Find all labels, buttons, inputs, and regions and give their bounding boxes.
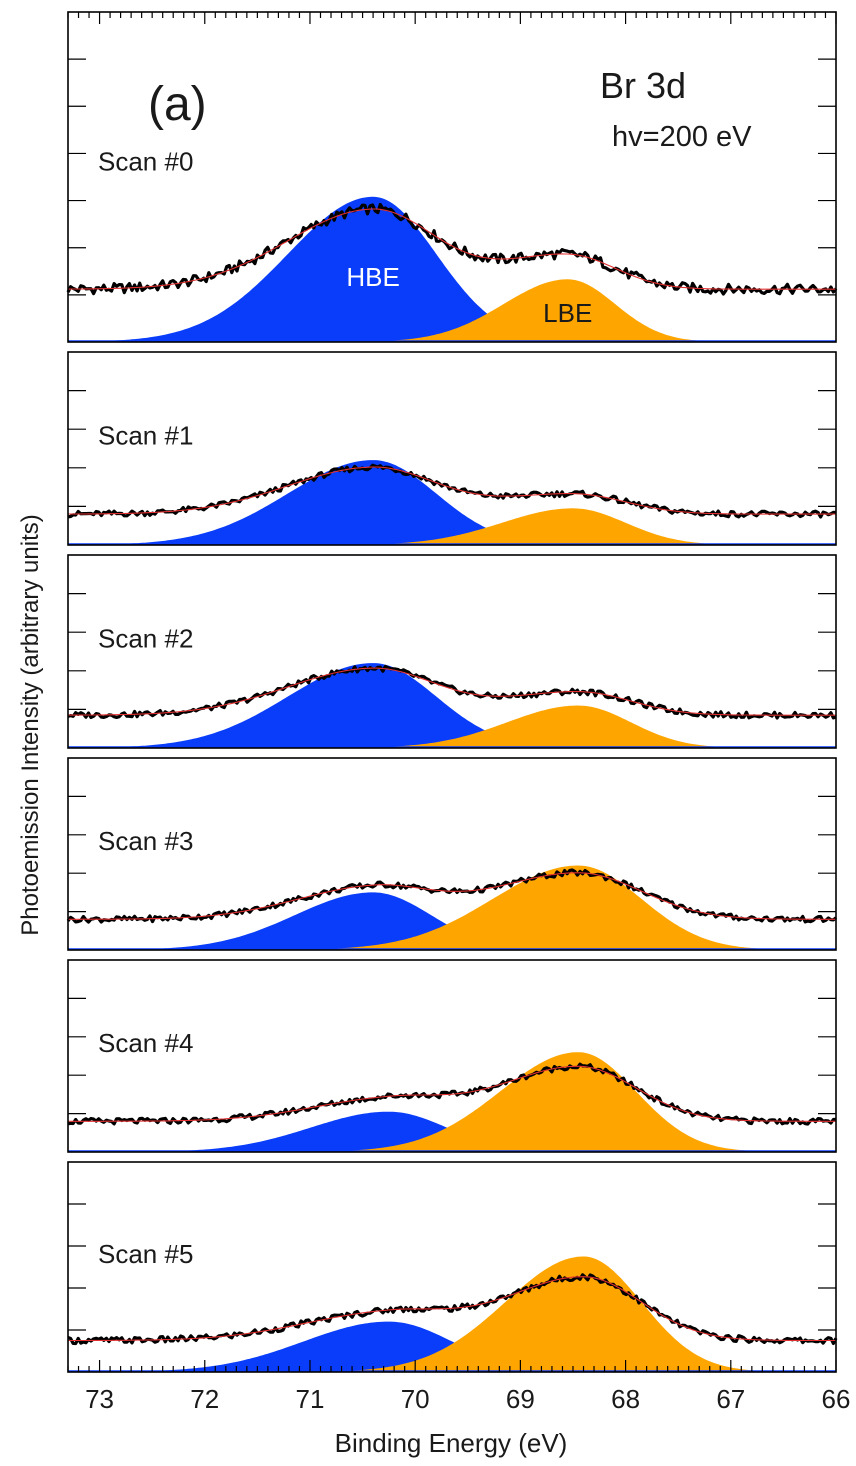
x-tick-label: 71 xyxy=(296,1384,325,1414)
panel-frame xyxy=(67,757,837,951)
x-axis-label: Binding Energy (eV) xyxy=(335,1428,568,1458)
scan-panel: Scan #3 xyxy=(66,757,838,951)
panel-frame xyxy=(67,11,837,343)
measured-spectrum xyxy=(66,202,838,296)
panel-label: (a) xyxy=(148,78,207,131)
measured-spectrum xyxy=(66,868,838,924)
x-tick-label: 68 xyxy=(611,1384,640,1414)
panel-frame xyxy=(67,351,837,546)
panel-frame xyxy=(67,959,837,1153)
measured-spectrum xyxy=(67,1273,838,1346)
fit-curve xyxy=(68,208,836,290)
fit-curve xyxy=(68,667,836,716)
scan-label: Scan #4 xyxy=(98,1028,193,1058)
hbe-label: HBE xyxy=(346,262,399,292)
x-tick-label: 67 xyxy=(716,1384,745,1414)
x-tick-label: 73 xyxy=(85,1384,114,1414)
scan-label: Scan #0 xyxy=(98,146,193,176)
scan-panel: Scan #2 xyxy=(67,554,837,749)
lbe-label: LBE xyxy=(543,298,592,328)
scan-label: Scan #1 xyxy=(98,421,193,451)
lbe-component xyxy=(68,865,836,950)
chart-title: Br 3d xyxy=(600,65,686,106)
hbe-component xyxy=(68,663,836,748)
fit-curve xyxy=(68,872,836,920)
fit-curve xyxy=(68,466,836,515)
measured-spectrum xyxy=(67,664,837,720)
scan-label: Scan #5 xyxy=(98,1239,193,1269)
hbe-component xyxy=(68,460,836,545)
hbe-component xyxy=(68,892,836,950)
hbe-component xyxy=(68,196,836,342)
measured-spectrum xyxy=(67,1062,837,1126)
lbe-component xyxy=(68,508,836,545)
scan-panel: Scan #1 xyxy=(67,351,837,546)
scan-panel: Scan #5 xyxy=(67,1161,838,1373)
fit-curve xyxy=(68,1276,836,1342)
panel-frame xyxy=(67,554,837,749)
lbe-component xyxy=(68,1256,836,1372)
scan-panel: Scan #0 HBE LBE xyxy=(66,11,838,343)
scan-panels: Scan #0 HBE LBE Scan #1 Scan #2 Scan #3 Scan #… xyxy=(66,11,838,1373)
panel-frame xyxy=(67,1161,837,1373)
x-tick-label: 70 xyxy=(401,1384,430,1414)
lbe-component xyxy=(68,279,836,342)
x-tick-label: 72 xyxy=(190,1384,219,1414)
lbe-component xyxy=(68,705,836,748)
x-tick-label: 69 xyxy=(506,1384,535,1414)
x-axis: 73 72 71 70 69 68 67 66 xyxy=(67,12,851,1414)
chart-subtitle: hv=200 eV xyxy=(612,121,752,153)
fit-curve xyxy=(68,1065,836,1122)
x-tick-label: 66 xyxy=(822,1384,851,1414)
lbe-component xyxy=(68,1052,836,1152)
scan-panel: Scan #4 xyxy=(67,959,837,1153)
scan-label: Scan #2 xyxy=(98,624,193,654)
y-axis-label: Photoemission Intensity (arbitrary units… xyxy=(17,514,44,936)
scan-label: Scan #3 xyxy=(98,826,193,856)
